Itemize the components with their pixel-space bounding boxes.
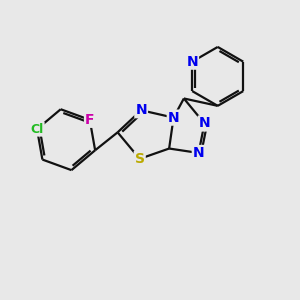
Text: N: N xyxy=(186,55,198,69)
Text: N: N xyxy=(199,116,210,130)
Text: N: N xyxy=(193,146,204,160)
Text: N: N xyxy=(168,111,179,124)
Text: F: F xyxy=(85,113,94,127)
Text: S: S xyxy=(135,152,145,166)
Text: N: N xyxy=(135,103,147,117)
Text: Cl: Cl xyxy=(30,123,44,136)
